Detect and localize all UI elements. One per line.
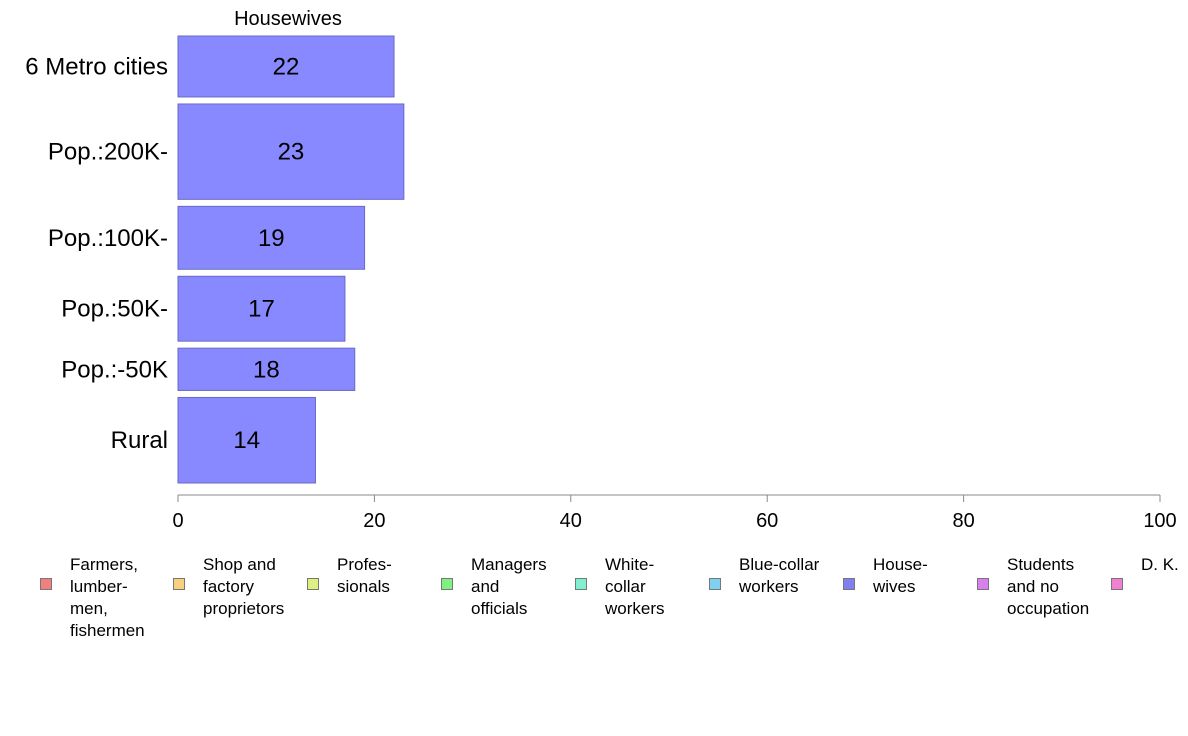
legend-label: Farmers, lumber- men, fishermen	[70, 555, 145, 640]
bar-value-label: 14	[233, 427, 260, 454]
legend-label: White- collar workers	[605, 555, 665, 618]
x-tick-label: 100	[1143, 510, 1176, 532]
legend-item-dk: D. K.	[1111, 554, 1179, 590]
legend-swatch	[1111, 578, 1123, 590]
legend-label: House- wives	[873, 555, 928, 596]
category-label: Pop.:100K-	[48, 225, 168, 252]
bar	[177, 275, 346, 342]
chart-title: Housewives	[234, 8, 342, 30]
legend-item-blue-collar: Blue-collar workers	[709, 554, 819, 598]
legend-label: Managers and officials	[471, 555, 547, 618]
bar-value-label: 22	[273, 53, 300, 80]
category-label: Pop.:50K-	[61, 296, 168, 323]
legend-swatch	[977, 578, 989, 590]
legend-item-professionals: Profes- sionals	[307, 554, 392, 598]
bars-group: 22 6 Metro cities 23 Pop.:200K- 19 Pop.:100K-…	[25, 35, 405, 484]
bar	[177, 103, 405, 200]
legend-label: Profes- sionals	[337, 555, 392, 596]
bar	[177, 396, 316, 484]
legend-item-students: Students and no occupation	[977, 554, 1089, 620]
legend-swatch	[173, 578, 185, 590]
category-label: Pop.:200K-	[48, 139, 168, 166]
x-tick-label: 20	[363, 510, 385, 532]
legend-item-housewives: House- wives	[843, 554, 928, 598]
bar-value-label: 18	[253, 356, 280, 383]
bar-value-label: 19	[258, 225, 285, 252]
x-tick-label: 60	[756, 510, 778, 532]
x-tick-label: 80	[952, 510, 974, 532]
legend-item-farmers: Farmers, lumber- men, fishermen	[40, 554, 145, 642]
x-tick-label: 0	[172, 510, 183, 532]
legend-swatch	[709, 578, 721, 590]
legend-item-shop-proprietors: Shop and factory proprietors	[173, 554, 284, 620]
bar	[177, 205, 366, 270]
x-tick-label: 40	[560, 510, 582, 532]
bar	[177, 347, 356, 391]
legend-label: Students and no occupation	[1007, 555, 1090, 618]
legend-label: Shop and factory proprietors	[203, 555, 285, 618]
legend-swatch	[307, 578, 319, 590]
legend-label: D. K.	[1141, 555, 1179, 574]
x-axis: 0 20 40 60 80 100	[172, 494, 1177, 532]
bar-value-label: 23	[278, 139, 305, 166]
legend-label: Blue-collar workers	[739, 555, 820, 596]
legend-item-white-collar: White- collar workers	[575, 554, 665, 620]
legend-swatch	[40, 578, 52, 590]
legend-swatch	[843, 578, 855, 590]
legend-item-managers: Managers and officials	[441, 554, 547, 620]
category-label: Pop.:-50K	[61, 356, 168, 383]
legend: Farmers, lumber- men, fishermen Shop and…	[0, 554, 1188, 640]
legend-swatch	[441, 578, 453, 590]
category-label: Rural	[111, 427, 168, 454]
category-label: 6 Metro cities	[25, 53, 168, 80]
bar	[177, 35, 395, 98]
legend-swatch	[575, 578, 587, 590]
bar-value-label: 17	[248, 296, 275, 323]
